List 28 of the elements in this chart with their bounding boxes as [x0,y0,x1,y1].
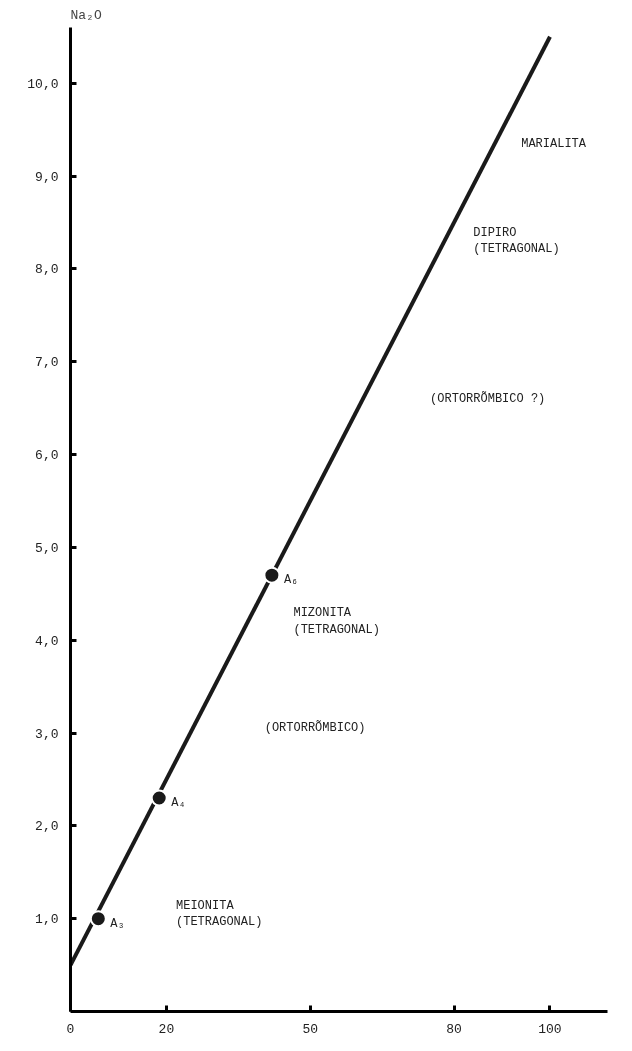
x-tick-label: 100 [538,1021,562,1037]
y-tick-label: 9,0 [35,169,59,185]
y-tick-label: 6,0 [35,448,59,464]
annotation: DIPIRO (TETRAGONAL) [473,225,560,257]
y-tick-label: 10,0 [27,76,59,92]
data-label: A₆ [283,573,299,588]
annotation: MIZONITA (TETRAGONAL) [293,606,380,638]
point [89,910,107,928]
y-tick-label: 2,0 [35,819,59,835]
y-tick-label: 5,0 [35,540,59,556]
y-tick-label: 1,0 [35,912,59,928]
point [263,566,281,584]
y-tick-label: 4,0 [35,633,59,649]
x-tick-label: 50 [302,1021,319,1037]
annotation: (ORTORRÕMBICO) [264,720,366,736]
x-tick-label: 0 [66,1021,75,1037]
annotation: MARIALITA [521,136,587,151]
x-tick-label: 20 [158,1021,175,1037]
annotation: (ORTORRÕMBICO ?) [430,390,546,406]
point [150,789,168,807]
y-tick-label: 3,0 [35,726,59,742]
data-label: A₃ [110,916,125,931]
y-tick-label: 7,0 [35,355,59,371]
x-tick-label: 80 [446,1021,462,1037]
annotation: MEIONITA (TETRAGONAL) [175,898,263,930]
y-tick-label: 8,0 [35,262,59,278]
y-axis-title: Na₂O [70,7,102,23]
data-label: A₄ [171,795,186,810]
